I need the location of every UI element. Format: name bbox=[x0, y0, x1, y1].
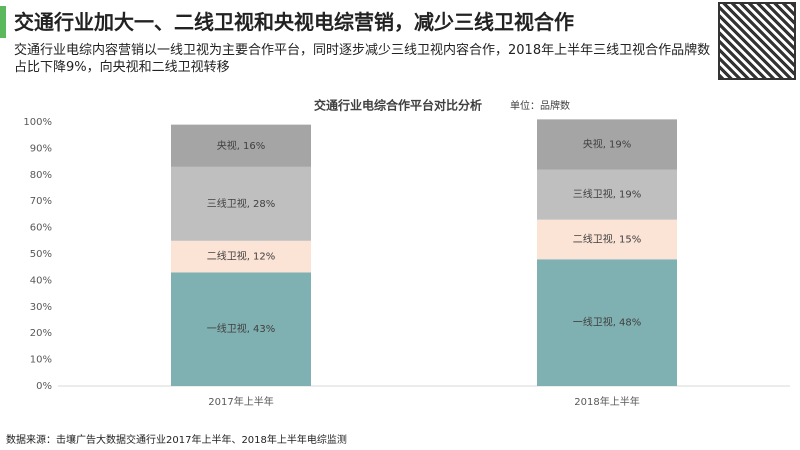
data-label: 三线卫视, 28% bbox=[207, 197, 276, 210]
data-label: 央视, 19% bbox=[583, 137, 632, 150]
bar-segment bbox=[171, 240, 311, 273]
y-tick-label: 20% bbox=[30, 328, 52, 339]
y-tick-label: 60% bbox=[30, 223, 52, 234]
data-label: 一线卫视, 48% bbox=[573, 316, 642, 329]
bar-segment bbox=[537, 119, 677, 170]
bar-segment bbox=[537, 219, 677, 260]
y-tick-label: 90% bbox=[30, 143, 52, 154]
bar-segment bbox=[171, 124, 311, 167]
chart-unit: 单位：品牌数 bbox=[510, 99, 570, 112]
x-tick-label: 2018年上半年 bbox=[574, 395, 639, 408]
qr-code bbox=[718, 2, 796, 80]
bar-segment bbox=[537, 259, 677, 386]
title-accent bbox=[0, 6, 6, 38]
x-tick-label: 2017年上半年 bbox=[208, 395, 273, 408]
y-tick-label: 80% bbox=[30, 170, 52, 181]
page-title: 交通行业加大一、二线卫视和央视电综营销，减少三线卫视合作 bbox=[14, 10, 574, 34]
data-label: 二线卫视, 12% bbox=[207, 250, 276, 263]
y-tick-label: 100% bbox=[23, 117, 52, 128]
y-tick-label: 40% bbox=[30, 275, 52, 286]
data-label: 三线卫视, 19% bbox=[573, 188, 642, 201]
y-tick-label: 50% bbox=[30, 249, 52, 260]
chart-title: 交通行业电综合作平台对比分析 bbox=[314, 98, 482, 113]
data-label: 一线卫视, 43% bbox=[207, 322, 276, 335]
data-label: 央视, 16% bbox=[217, 139, 266, 152]
bar-segment bbox=[537, 169, 677, 220]
bar-segment bbox=[171, 166, 311, 241]
y-tick-label: 70% bbox=[30, 196, 52, 207]
data-label: 二线卫视, 15% bbox=[573, 232, 642, 245]
page-subtitle: 交通行业电综内容营销以一线卫视为主要合作平台，同时逐步减少三线卫视内容合作，20… bbox=[14, 43, 711, 75]
y-tick-label: 0% bbox=[36, 381, 52, 392]
source-note: 数据来源：击壤广告大数据交通行业2017年上半年、2018年上半年电综监测 bbox=[6, 435, 347, 446]
y-tick-label: 10% bbox=[30, 355, 52, 366]
y-tick-label: 30% bbox=[30, 302, 52, 313]
bar-segment bbox=[171, 272, 311, 386]
